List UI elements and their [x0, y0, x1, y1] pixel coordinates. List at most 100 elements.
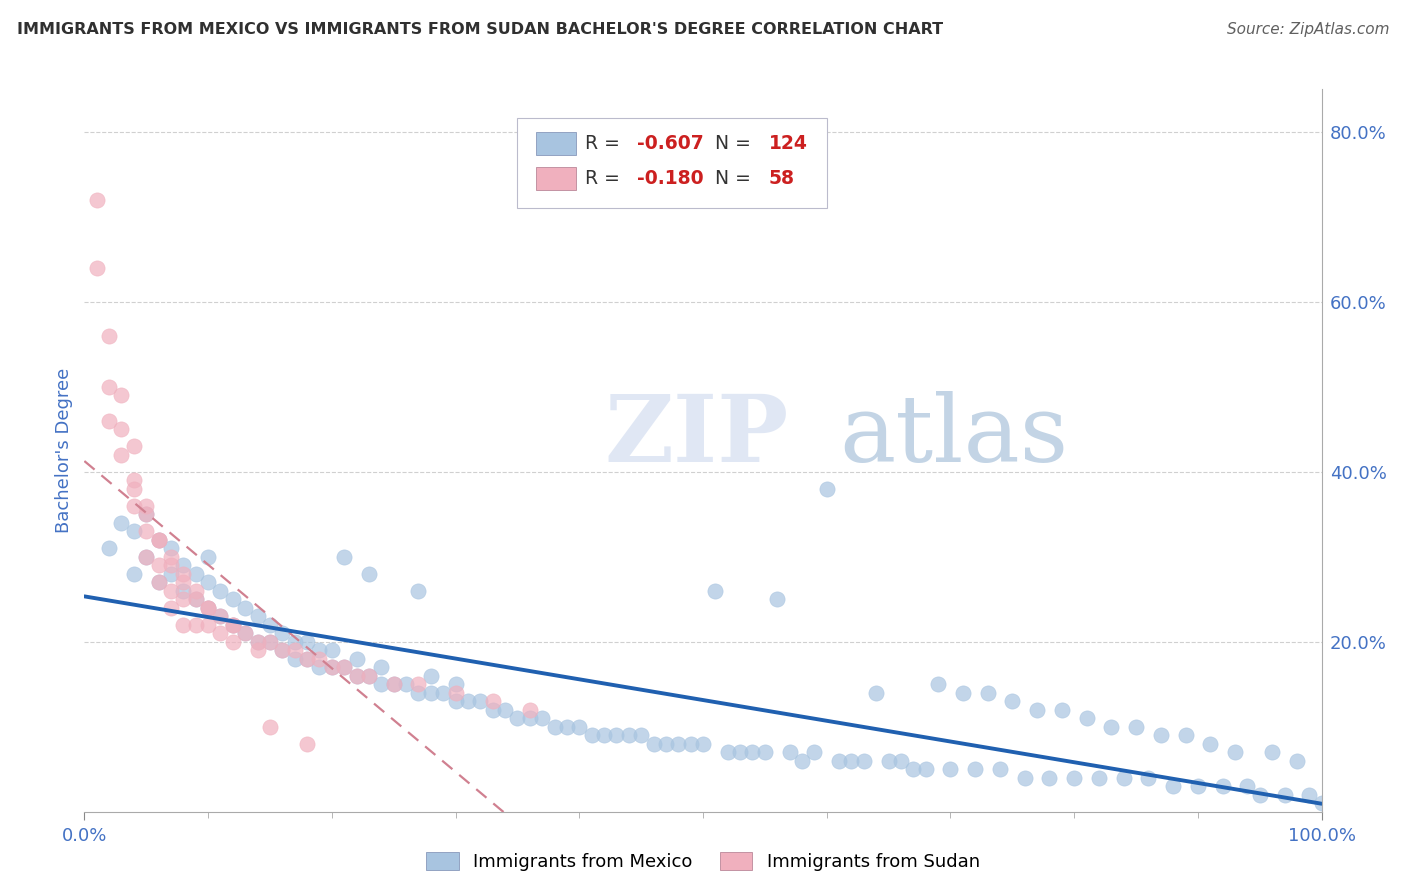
Point [295, 651, 318, 665]
Point [222, 617, 245, 632]
Point [295, 737, 318, 751]
Point [655, 737, 678, 751]
Point [666, 737, 689, 751]
Point [1310, 796, 1333, 810]
Point [382, 677, 405, 691]
Point [259, 720, 281, 734]
Point [877, 754, 900, 768]
Point [246, 634, 269, 648]
Legend: Immigrants from Mexico, Immigrants from Sudan: Immigrants from Mexico, Immigrants from … [419, 845, 987, 879]
Point [444, 694, 467, 708]
Point [357, 566, 380, 581]
Point [321, 660, 343, 674]
Point [444, 686, 467, 700]
Point [308, 651, 330, 665]
Point [1014, 771, 1036, 785]
Point [259, 617, 281, 632]
Point [1026, 703, 1049, 717]
Point [605, 728, 627, 742]
Point [903, 762, 925, 776]
Y-axis label: Bachelor's Degree: Bachelor's Degree [55, 368, 73, 533]
Point [432, 686, 454, 700]
Point [766, 592, 789, 607]
Point [284, 651, 307, 665]
Point [408, 677, 430, 691]
Point [160, 558, 183, 573]
Point [679, 737, 702, 751]
Point [333, 660, 356, 674]
Point [209, 583, 232, 598]
Point [222, 634, 245, 648]
Point [148, 575, 170, 590]
Point [890, 754, 912, 768]
Point [1274, 788, 1296, 802]
Text: -0.180: -0.180 [637, 169, 704, 187]
Point [1161, 779, 1184, 793]
Point [346, 669, 368, 683]
Point [581, 728, 603, 742]
FancyBboxPatch shape [536, 132, 575, 155]
Point [927, 677, 949, 691]
Point [1001, 694, 1024, 708]
Point [233, 600, 256, 615]
Point [1249, 788, 1271, 802]
Point [308, 643, 330, 657]
Point [630, 728, 652, 742]
Point [370, 677, 392, 691]
Point [184, 566, 207, 581]
FancyBboxPatch shape [536, 167, 575, 190]
Point [110, 448, 132, 462]
Point [271, 643, 294, 657]
Point [122, 499, 145, 513]
Point [1223, 745, 1246, 759]
Point [98, 328, 121, 343]
Point [148, 533, 170, 547]
Point [135, 549, 157, 564]
Point [939, 762, 962, 776]
Point [1298, 788, 1320, 802]
Point [122, 482, 145, 496]
Point [852, 754, 875, 768]
Point [914, 762, 936, 776]
Point [828, 754, 851, 768]
Point [259, 634, 281, 648]
Point [271, 643, 294, 657]
Point [160, 600, 183, 615]
Point [593, 728, 616, 742]
Point [457, 694, 479, 708]
Point [692, 737, 714, 751]
Point [135, 507, 157, 521]
Point [98, 380, 121, 394]
Point [815, 482, 838, 496]
Point [172, 566, 194, 581]
Point [1063, 771, 1085, 785]
Point [148, 558, 170, 573]
Point [122, 473, 145, 487]
Point [197, 617, 219, 632]
Point [555, 720, 578, 734]
Point [172, 583, 194, 598]
Text: R =: R = [585, 169, 626, 187]
Point [470, 694, 492, 708]
Point [408, 583, 430, 598]
Point [246, 643, 269, 657]
Point [197, 600, 219, 615]
Point [98, 541, 121, 556]
Point [321, 660, 343, 674]
Point [643, 737, 665, 751]
Text: 124: 124 [769, 134, 807, 153]
FancyBboxPatch shape [517, 118, 827, 209]
Point [148, 575, 170, 590]
Point [1112, 771, 1135, 785]
Point [209, 626, 232, 640]
Point [135, 507, 157, 521]
Point [333, 660, 356, 674]
Text: atlas: atlas [839, 391, 1069, 481]
Point [233, 626, 256, 640]
Text: N =: N = [716, 169, 758, 187]
Point [222, 617, 245, 632]
Point [86, 260, 108, 275]
Point [209, 609, 232, 624]
Text: N =: N = [716, 134, 758, 153]
Point [779, 745, 801, 759]
